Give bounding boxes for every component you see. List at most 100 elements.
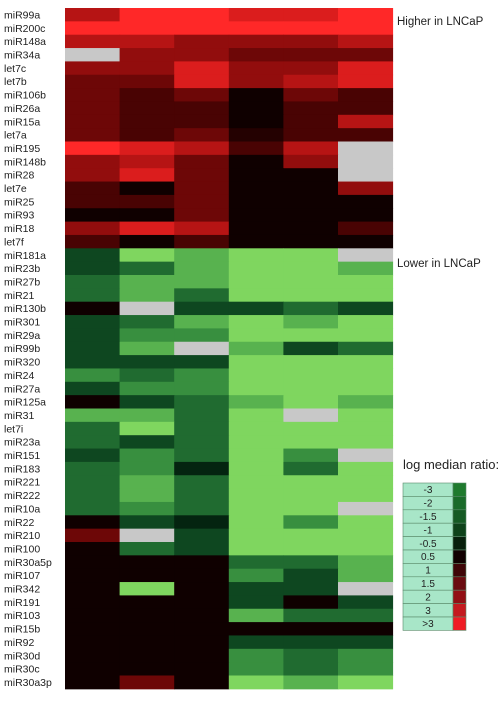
heatmap-cell [174,395,230,409]
row-label: miR93 [4,210,35,222]
legend-label: 2 [425,592,431,603]
heatmap-cell [283,34,339,49]
heatmap-cell [283,88,339,102]
heatmap-cell [174,448,230,463]
heatmap-cell [65,48,121,62]
heatmap-cell [174,355,230,369]
heatmap-cell [228,48,284,62]
heatmap-cell [119,61,175,76]
heatmap-cell [119,288,175,303]
heatmap-cell [228,194,284,209]
heatmap-cell [228,368,284,383]
heatmap-cell [65,368,121,383]
heatmap-cell [338,34,394,49]
heatmap-cell [228,208,284,223]
heatmap-cell [174,194,230,209]
heatmap-cell [283,154,339,169]
heatmap-cell [65,61,121,76]
heatmap-cell [65,114,121,129]
heatmap-cell [283,542,339,556]
row-label: miR151 [4,450,40,462]
row-label: miR200c [4,23,45,35]
heatmap-cell [119,395,175,409]
heatmap-cell [283,555,339,570]
row-label: miR107 [4,570,40,582]
heatmap-cell [65,315,121,329]
heatmap-cell [119,648,175,663]
heatmap-cell [119,488,175,503]
legend-swatch [452,616,467,631]
heatmap-cell [228,74,284,89]
heatmap-cell [338,608,394,623]
row-label: miR15a [4,116,40,128]
legend-swatch [452,536,467,551]
heatmap-cell [174,421,230,436]
heatmap-cell [65,21,121,36]
heatmap-cell [174,568,230,583]
heatmap-cell [338,435,394,450]
heatmap-cell [119,542,175,556]
heatmap-cell [283,141,339,156]
legend-label: -3 [424,485,433,496]
heatmap-cell [228,234,284,249]
heatmap-cell [283,421,339,436]
heatmap-cell [65,301,121,316]
heatmap-cell [228,8,284,22]
heatmap-cell [338,515,394,530]
heatmap-cell [228,315,284,329]
heatmap-cell [338,8,394,22]
heatmap-cell [283,128,339,142]
heatmap-cell [338,648,394,663]
heatmap-cell [228,34,284,49]
heatmap-cell [174,248,230,263]
heatmap-cell [119,381,175,396]
row-label: miR30c [4,664,40,676]
heatmap-cell [174,648,230,663]
heatmap-cell [338,141,394,156]
heatmap-cell [283,662,339,676]
heatmap-cell [119,515,175,530]
heatmap-cell [283,448,339,463]
heatmap-cell [283,408,339,423]
heatmap-cell [338,488,394,503]
heatmap-cell [228,448,284,463]
legend-label: -2 [424,499,433,510]
heatmap-cell [283,61,339,76]
heatmap-cell [119,341,175,356]
row-label: let7i [4,423,23,435]
heatmap-cell [283,675,339,690]
heatmap-cell [338,168,394,183]
heatmap-cell [338,275,394,289]
heatmap-cell [283,635,339,650]
heatmap-cell [119,315,175,329]
heatmap-cell [65,248,121,263]
heatmap-cell [338,114,394,129]
heatmap-cell [119,622,175,636]
heatmap-cell [174,168,230,183]
heatmap-cell [119,21,175,36]
heatmap-cell [228,421,284,436]
heatmap-cell [338,421,394,436]
heatmap-cell [283,168,339,183]
heatmap-cell [338,528,394,543]
heatmap-cell [174,221,230,236]
row-label: miR99b [4,343,40,355]
heatmap-cell [228,461,284,476]
heatmap-cell [228,435,284,450]
heatmap-cell [338,475,394,490]
heatmap-cell [174,128,230,142]
heatmap-cell [65,542,121,556]
heatmap-cell [174,635,230,650]
heatmap-cell [174,74,230,89]
heatmap-cell [65,74,121,89]
heatmap-cell [283,355,339,369]
heatmap-cell [283,501,339,516]
heatmap-cell [338,635,394,650]
heatmap-cell [174,275,230,289]
legend-label: -1.5 [419,512,437,523]
heatmap-cell [228,168,284,183]
heatmap-cell [119,181,175,196]
heatmap-cell [174,475,230,490]
heatmap-cell [119,555,175,570]
